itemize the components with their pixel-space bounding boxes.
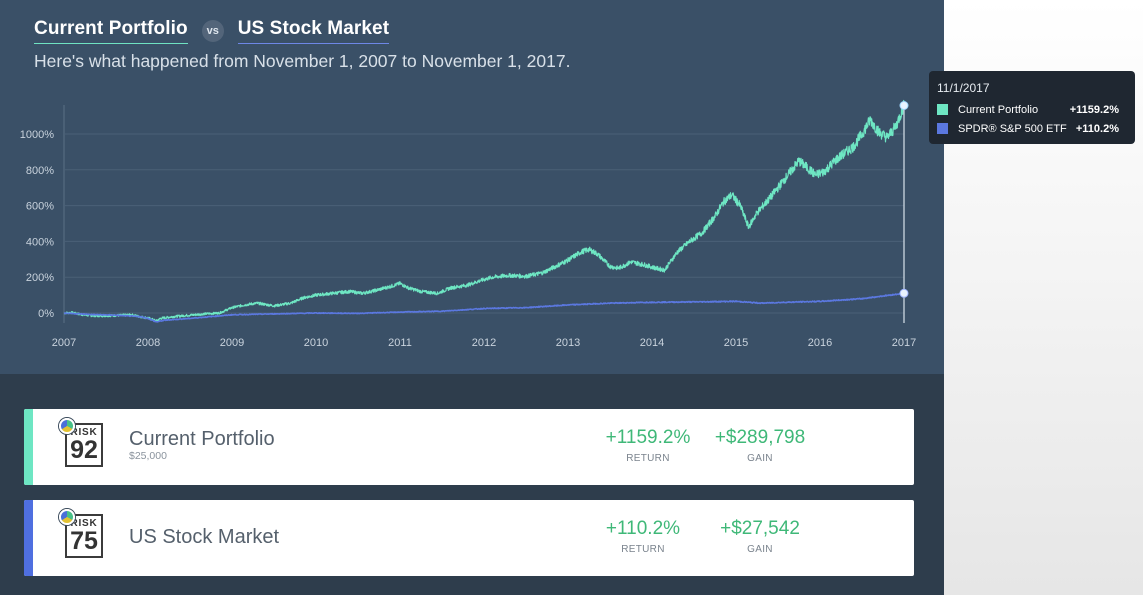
performance-chart[interactable]: 0% 200% 400% 600% 800% 1000% 2007 2008 2009 2010 2… [0, 95, 944, 365]
y-tick-label: 0% [38, 308, 54, 320]
tooltip-row-etf: SPDR® S&P 500 ETF +110.2% [937, 119, 1127, 138]
y-tick-label: 200% [26, 272, 54, 284]
return-label: RETURN [621, 544, 665, 555]
x-tick-label: 2014 [640, 337, 664, 349]
market-link[interactable]: US Stock Market [237, 18, 390, 44]
chart-tooltip: 11/1/2017 Current Portfolio +1159.2% SPD… [929, 71, 1135, 144]
return-metric: +110.2% RETURN [588, 518, 698, 555]
return-metric: +1159.2% RETURN [593, 427, 703, 464]
portfolio-card[interactable]: RISK 92 Current Portfolio $25,000 +1159.… [24, 409, 914, 485]
hover-point-portfolio [899, 101, 909, 111]
risk-score-badge: RISK 92 [65, 423, 103, 467]
risk-label: RISK [70, 518, 98, 529]
vs-badge: vs [201, 20, 224, 42]
card-title: Current Portfolio [129, 428, 275, 450]
gain-value: +$27,542 [720, 518, 800, 539]
gain-label: GAIN [747, 544, 773, 555]
return-value: +1159.2% [605, 427, 691, 448]
risk-dot-icon [59, 418, 75, 434]
card-color-stripe [24, 409, 33, 485]
date-range-subtitle: Here's what happened from November 1, 20… [34, 51, 571, 71]
x-tick-label: 2010 [304, 337, 328, 349]
hover-point-etf [899, 288, 909, 298]
card-title: US Stock Market [129, 526, 280, 548]
market-card[interactable]: RISK 75 US Stock Market +110.2% RETURN +… [24, 500, 914, 576]
y-tick-label: 400% [26, 236, 54, 248]
risk-score: 92 [70, 436, 98, 464]
tooltip-date: 11/1/2017 [937, 81, 990, 95]
gain-metric: +$289,798 GAIN [705, 427, 815, 464]
risk-label: RISK [70, 427, 98, 438]
x-tick-label: 2011 [388, 337, 412, 349]
x-tick-label: 2017 [892, 337, 916, 349]
series-line-etf [63, 292, 905, 323]
y-tick-label: 800% [26, 165, 54, 177]
y-tick-label: 1000% [20, 129, 54, 141]
x-tick-label: 2012 [472, 337, 496, 349]
tooltip-value: +110.2% [1075, 122, 1119, 135]
tooltip-value: +1159.2% [1069, 103, 1119, 116]
x-tick-label: 2016 [808, 337, 832, 349]
x-tick-label: 2007 [52, 337, 76, 349]
risk-dot-icon [59, 509, 75, 525]
x-tick-label: 2015 [724, 337, 748, 349]
y-tick-label: 600% [26, 201, 54, 213]
risk-score: 75 [70, 527, 98, 555]
tooltip-row-portfolio: Current Portfolio +1159.2% [937, 100, 1127, 119]
x-tick-label: 2013 [556, 337, 580, 349]
return-label: RETURN [626, 453, 670, 464]
gain-metric: +$27,542 GAIN [705, 518, 815, 555]
gain-label: GAIN [747, 453, 773, 464]
x-tick-label: 2008 [136, 337, 160, 349]
series-line-portfolio [63, 99, 905, 323]
legend-swatch-portfolio [937, 104, 948, 115]
portfolio-link[interactable]: Current Portfolio [34, 18, 188, 44]
comparison-header: Current Portfolio vs US Stock Market Her… [0, 0, 944, 374]
title-row: Current Portfolio vs US Stock Market [34, 16, 390, 46]
return-value: +110.2% [605, 518, 681, 539]
legend-swatch-etf [937, 123, 948, 134]
tooltip-label: Current Portfolio [958, 103, 1039, 116]
gain-value: +$289,798 [714, 427, 806, 448]
card-amount: $25,000 [129, 450, 167, 462]
x-tick-label: 2009 [220, 337, 244, 349]
tooltip-label: SPDR® S&P 500 ETF [958, 122, 1067, 135]
card-color-stripe [24, 500, 33, 576]
